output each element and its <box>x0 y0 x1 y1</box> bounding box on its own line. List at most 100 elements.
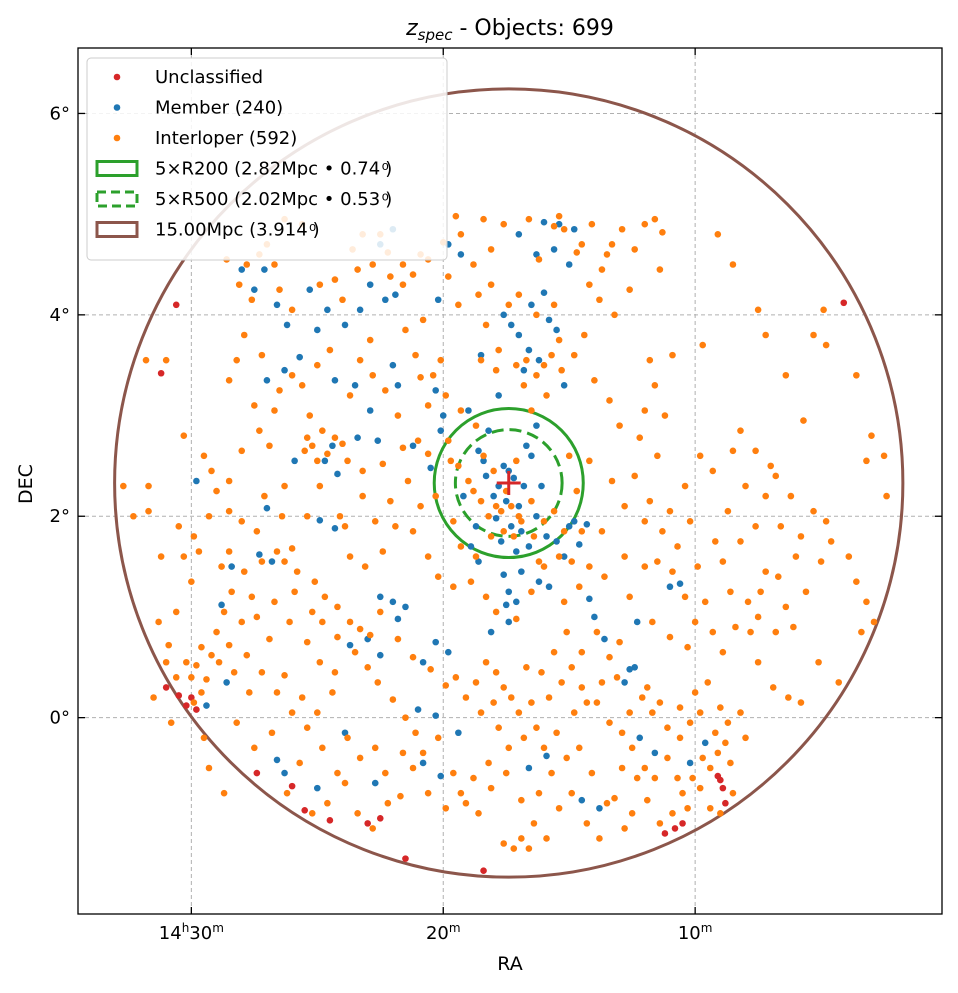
point-interloper <box>586 281 593 288</box>
legend-patch <box>95 190 139 208</box>
point-member <box>414 706 422 713</box>
radius-circles <box>113 87 905 879</box>
point-member <box>505 467 513 475</box>
point-interloper <box>699 341 706 349</box>
point-interloper <box>183 658 190 666</box>
point-interloper <box>281 672 288 679</box>
point-interloper <box>477 497 485 505</box>
point-interloper <box>689 774 696 782</box>
circle-r200 <box>432 406 585 560</box>
point-interloper <box>616 638 623 646</box>
point-interloper <box>409 271 417 278</box>
point-interloper <box>608 241 616 248</box>
point-member <box>651 749 659 757</box>
point-interloper <box>586 563 593 570</box>
point-interloper <box>550 648 558 656</box>
point-interloper <box>618 225 626 233</box>
point-interloper <box>528 699 535 706</box>
point-member <box>495 392 502 399</box>
point-interloper <box>444 273 452 280</box>
point-interloper <box>324 799 331 807</box>
point-interloper <box>145 507 152 515</box>
point-interloper <box>575 744 583 752</box>
point-interloper <box>457 543 465 550</box>
point-interloper <box>727 588 734 596</box>
point-interloper <box>344 457 351 465</box>
point-interloper <box>442 804 450 812</box>
legend-patch <box>95 160 139 177</box>
point-interloper <box>243 261 251 268</box>
point-interloper <box>540 744 548 752</box>
point-interloper <box>387 273 394 280</box>
point-interloper <box>797 533 805 540</box>
point-interloper <box>495 346 502 354</box>
point-interloper <box>666 633 674 641</box>
point-interloper <box>729 261 737 268</box>
point-interloper <box>631 246 638 253</box>
point-member <box>512 598 520 606</box>
point-interloper <box>457 230 465 238</box>
point-member <box>263 504 271 512</box>
point-interloper <box>691 689 699 696</box>
point-interloper <box>737 427 744 434</box>
point-interloper <box>533 371 540 379</box>
point-interloper <box>510 533 518 540</box>
point-interloper <box>485 759 492 767</box>
point-member <box>626 666 633 673</box>
legend-label: 15.00Mpc (3.914 ͦ) <box>155 220 320 241</box>
point-interloper <box>845 553 853 560</box>
point-interloper <box>656 699 664 706</box>
x-tick-label: 10m <box>678 921 713 944</box>
point-interloper <box>858 628 865 636</box>
point-interloper <box>447 457 455 465</box>
point-interloper <box>490 699 497 706</box>
point-interloper <box>727 759 734 767</box>
point-member <box>374 437 382 445</box>
point-interloper <box>606 653 613 661</box>
point-interloper <box>540 517 548 525</box>
point-interloper <box>500 840 508 847</box>
point-interloper <box>424 553 432 560</box>
point-interloper <box>346 553 354 560</box>
point-member <box>291 457 298 465</box>
point-interloper <box>361 563 369 570</box>
point-interloper <box>402 714 409 721</box>
point-interloper <box>233 356 240 364</box>
point-member <box>482 472 490 480</box>
point-interloper <box>417 373 424 381</box>
point-interloper <box>810 331 817 339</box>
point-interloper <box>281 558 288 565</box>
point-interloper <box>379 548 387 555</box>
point-interloper <box>200 734 208 742</box>
point-interloper <box>480 215 487 223</box>
point-interloper <box>654 452 661 460</box>
point-interloper <box>409 528 417 535</box>
point-member <box>490 492 497 500</box>
point-interloper <box>621 553 628 560</box>
point-interloper <box>573 249 581 256</box>
plot-frame <box>77 47 943 915</box>
point-interloper <box>399 281 407 288</box>
point-interloper <box>311 578 319 585</box>
point-member <box>500 462 508 470</box>
point-interloper <box>853 371 860 379</box>
point-member <box>427 464 434 472</box>
point-interloper <box>550 301 558 309</box>
point-member <box>409 442 417 450</box>
point-member <box>475 447 482 455</box>
point-interloper <box>150 694 157 701</box>
point-interloper <box>754 613 762 621</box>
point-interloper <box>412 729 419 737</box>
point-interloper <box>298 694 306 701</box>
point-interloper <box>598 266 606 273</box>
point-member <box>591 613 598 621</box>
point-interloper <box>593 699 601 706</box>
point-unclassified <box>288 782 296 790</box>
point-unclassified <box>175 692 183 699</box>
point-unclassified <box>679 820 686 827</box>
point-interloper <box>656 266 664 273</box>
point-member <box>500 571 508 578</box>
point-interloper <box>492 608 500 616</box>
point-interloper <box>258 558 266 565</box>
point-interloper <box>283 789 291 797</box>
